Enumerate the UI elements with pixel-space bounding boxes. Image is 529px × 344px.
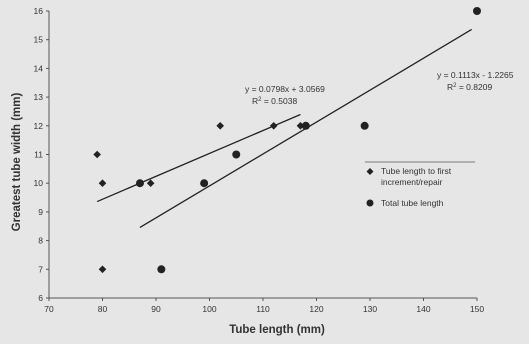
r-squared-diamond: R2 = 0.5038: [252, 96, 297, 106]
legend-label-circle: Total tube length: [381, 198, 444, 208]
x-axis-title: Tube length (mm): [229, 324, 325, 336]
data-markers: [93, 7, 481, 274]
x-tick-label: 90: [151, 304, 161, 314]
data-point-circle: [301, 121, 310, 130]
legend-label-diamond-line2: increment/repair: [381, 177, 443, 187]
data-point-diamond: [146, 179, 155, 187]
y-tick-label: 8: [38, 236, 43, 246]
y-tick-label: 6: [38, 293, 43, 303]
trendline-equation-circle: y = 0.1113x - 1.2265 R2 = 0.8209: [437, 70, 514, 92]
x-tick-label: 150: [470, 304, 484, 314]
y-tick-label: 15: [34, 35, 44, 45]
y-tick-label: 14: [34, 63, 44, 73]
data-point-diamond: [269, 122, 278, 130]
data-point-circle: [473, 7, 481, 15]
y-tick-label: 13: [34, 92, 44, 102]
x-tick-label: 110: [256, 304, 270, 314]
x-axis-ticks: 70 80 90 100 110 120 130 140 150: [44, 298, 484, 314]
x-tick-label: 130: [363, 304, 377, 314]
equation-text-circle: y = 0.1113x - 1.2265: [437, 70, 514, 80]
x-tick-label: 80: [98, 304, 108, 314]
y-tick-label: 9: [38, 207, 43, 217]
data-point-circle: [135, 179, 144, 188]
data-point-circle: [360, 121, 369, 130]
r-squared-circle: R2 = 0.8209: [447, 82, 492, 92]
data-point-diamond: [98, 179, 107, 187]
data-point-circle: [157, 265, 166, 274]
x-tick-label: 70: [44, 304, 54, 314]
data-point-circle: [232, 150, 241, 159]
x-tick-label: 100: [202, 304, 216, 314]
legend: Tube length to first increment/repair To…: [365, 161, 475, 208]
x-tick-label: 120: [309, 304, 323, 314]
y-axis-title: Greatest tube width (mm): [11, 93, 23, 232]
x-tick-label: 140: [416, 304, 430, 314]
trendline-diamond: [96, 113, 301, 203]
legend-circle-marker: [366, 199, 374, 207]
data-point-diamond: [93, 150, 101, 159]
data-point-diamond: [98, 265, 107, 274]
y-tick-label: 10: [34, 178, 44, 188]
y-tick-label: 11: [34, 150, 43, 160]
y-tick-label: 16: [34, 6, 44, 16]
y-tick-label: 12: [34, 121, 44, 131]
equation-text-diamond: y = 0.0798x + 3.0569: [245, 84, 325, 94]
legend-diamond-marker: [366, 168, 374, 175]
data-point-diamond: [216, 122, 224, 130]
trendline-equation-diamond: y = 0.0798x + 3.0569 R2 = 0.5038: [245, 84, 325, 106]
legend-label-diamond-line1: Tube length to first: [381, 166, 452, 176]
y-tick-label: 7: [38, 264, 43, 274]
y-axis-ticks: 6 7 8 9 10 11 12 13 14 15 16: [34, 6, 49, 303]
data-point-circle: [200, 179, 209, 188]
